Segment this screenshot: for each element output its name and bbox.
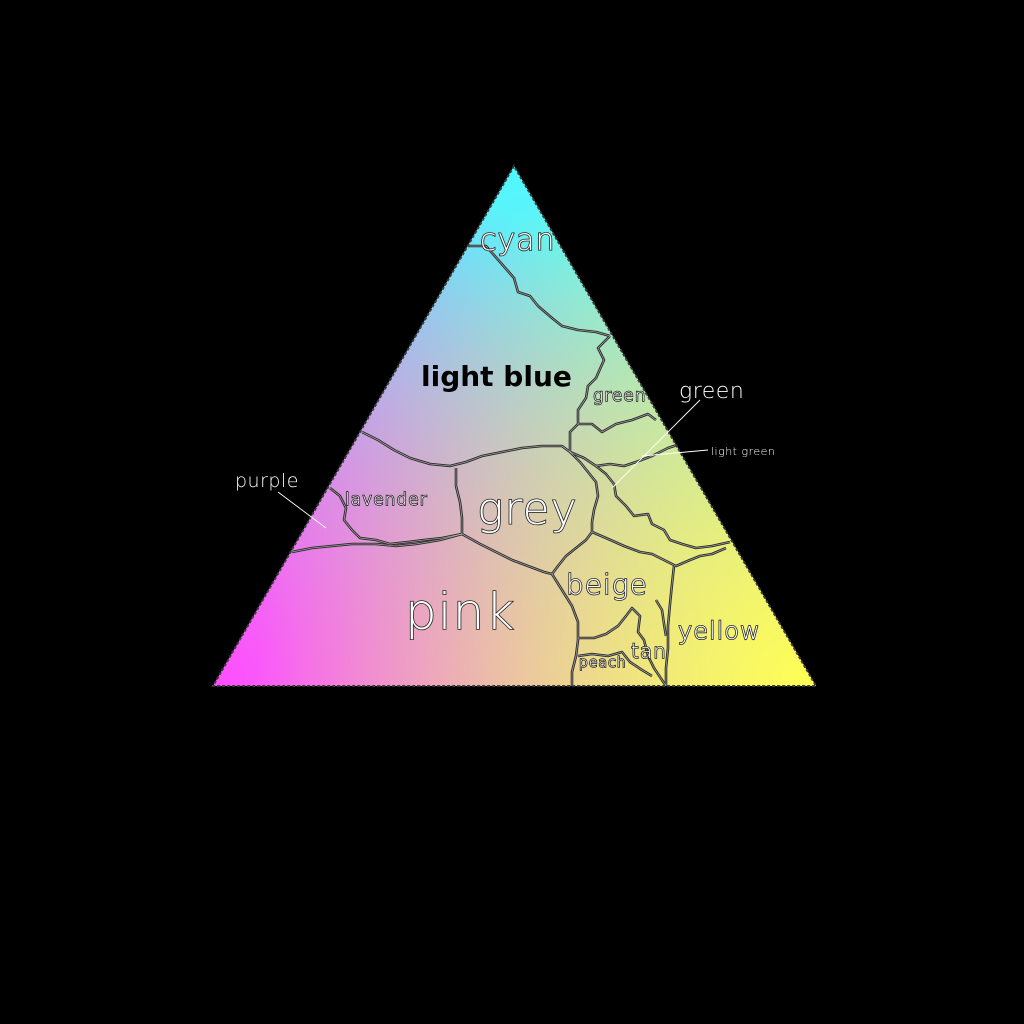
region-boundary-highlight: [468, 245, 611, 337]
region-boundary-highlight: [329, 487, 463, 545]
region-boundary-highlight: [291, 533, 463, 553]
region-label-light-green: light green: [711, 445, 775, 458]
region-boundary-highlight: [455, 468, 553, 575]
light-green-leader-line: [641, 449, 709, 457]
region-boundary-highlight: [665, 565, 675, 686]
region-boundary-highlight: [551, 451, 599, 575]
region-label-light-blue: light blue: [421, 360, 572, 393]
region-label-cyan: cyan: [480, 223, 556, 258]
region-label-pink: pink: [405, 583, 515, 641]
region-label-peach: peach: [579, 655, 627, 671]
region-boundary-highlight: [569, 335, 611, 452]
region-boundary-highlight: [361, 431, 571, 467]
region-boundary-highlight: [578, 607, 667, 686]
region-label-yellow: yellow: [678, 617, 761, 645]
region-boundary-highlight: [578, 413, 657, 433]
purple-leader-line: [277, 491, 327, 529]
triangle-outline: [211, 164, 818, 687]
region-boundary-highlight: [551, 573, 579, 686]
region-label-lavender: lavender: [345, 490, 428, 510]
region-boundary-highlight: [569, 441, 687, 467]
region-label-beige: beige: [566, 568, 648, 601]
region-boundary-highlight: [577, 651, 653, 677]
region-label-grey: grey: [477, 484, 578, 535]
region-boundary-highlight: [591, 531, 727, 567]
region-label-tan: tan: [631, 639, 667, 663]
green-leader-line: [611, 399, 701, 489]
region-boundaries: [291, 244, 731, 686]
region-boundary-highlight: [655, 599, 667, 637]
region-label-green-outer: green: [679, 379, 744, 404]
region-label-green-inner: green: [593, 386, 647, 406]
region-label-purple: purple: [235, 470, 299, 492]
